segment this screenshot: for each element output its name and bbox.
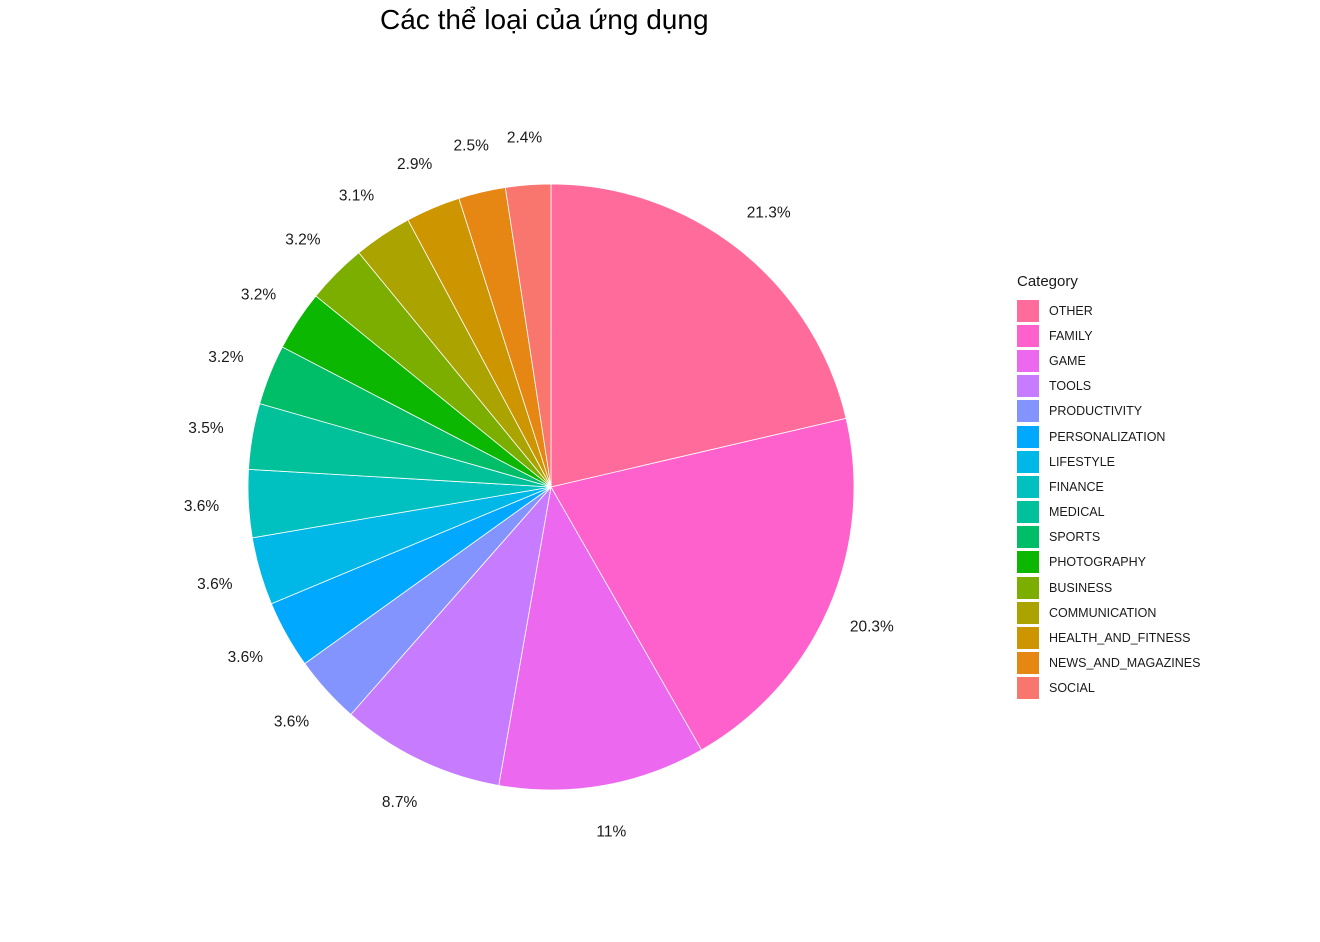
slice-label: 11% (596, 823, 626, 840)
legend-label: FAMILY (1049, 328, 1093, 343)
slice-label: 3.2% (285, 232, 321, 249)
legend-swatch (1017, 475, 1039, 498)
legend-label: PRODUCTIVITY (1049, 404, 1143, 419)
legend-label: PERSONALIZATION (1049, 429, 1166, 444)
legend-swatch (1017, 425, 1039, 448)
legend-item: COMMUNICATION (1017, 600, 1200, 625)
legend-label: BUSINESS (1049, 580, 1113, 595)
legend-swatch (1017, 627, 1039, 650)
slice-label: 20.3% (850, 618, 894, 635)
legend-item: LIFESTYLE (1017, 449, 1200, 474)
legend-item: BUSINESS (1017, 575, 1200, 600)
legend-swatch (1017, 501, 1039, 524)
slice-label: 3.6% (274, 713, 310, 730)
legend-label: PHOTOGRAPHY (1049, 555, 1147, 570)
legend-item: PERSONALIZATION (1017, 424, 1200, 449)
legend-label: TOOLS (1049, 379, 1092, 394)
legend-label: LIFESTYLE (1049, 454, 1115, 469)
pie-slice-game (498, 485, 703, 791)
legend-label: SPORTS (1049, 530, 1101, 545)
slice-label: 3.6% (228, 649, 264, 666)
pie-slice-tools (350, 485, 552, 786)
legend-label: OTHER (1049, 303, 1093, 318)
legend-swatch (1017, 349, 1039, 372)
legend-item: SPORTS (1017, 525, 1200, 550)
legend: Category OTHER FAMILY GAME TOOLS PRODUCTIVIT… (1017, 273, 1200, 701)
legend-swatch (1017, 551, 1039, 574)
legend-item: TOOLS (1017, 374, 1200, 399)
legend-label: SOCIAL (1049, 681, 1095, 696)
legend-item: OTHER (1017, 298, 1200, 323)
legend-item: MEDICAL (1017, 500, 1200, 525)
slice-label: 3.2% (241, 286, 277, 303)
legend-item: SOCIAL (1017, 676, 1200, 701)
legend-label: GAME (1049, 353, 1086, 368)
slice-label: 3.6% (184, 498, 220, 515)
pie-slice-other (550, 183, 847, 488)
legend-swatch (1017, 576, 1039, 599)
slice-label: 8.7% (382, 794, 418, 811)
legend-swatch (1017, 299, 1039, 322)
legend-label: HEALTH_AND_FITNESS (1049, 631, 1191, 646)
slice-label: 3.2% (208, 349, 244, 366)
slice-label: 3.6% (197, 576, 233, 593)
legend-item: FAMILY (1017, 323, 1200, 348)
legend-label: FINANCE (1049, 479, 1104, 494)
slice-label: 21.3% (747, 204, 791, 221)
legend-swatch (1017, 450, 1039, 473)
legend-item: NEWS_AND_MAGAZINES (1017, 651, 1200, 676)
legend-item: PHOTOGRAPHY (1017, 550, 1200, 575)
legend-label: MEDICAL (1049, 505, 1105, 520)
legend-swatch (1017, 400, 1039, 423)
slice-label: 3.5% (188, 420, 224, 437)
legend-item: HEALTH_AND_FITNESS (1017, 625, 1200, 650)
pie-slice-social (504, 183, 552, 488)
slice-label: 2.9% (397, 156, 433, 173)
legend-label: COMMUNICATION (1049, 605, 1157, 620)
slice-label: 2.4% (507, 130, 543, 147)
legend-label: NEWS_AND_MAGAZINES (1049, 656, 1201, 671)
legend-swatch (1017, 375, 1039, 398)
chart-title: Các thể loại của ứng dụng (380, 4, 709, 35)
slice-label: 3.1% (339, 188, 375, 205)
legend-swatch (1017, 677, 1039, 700)
pie-slice-family (550, 417, 855, 751)
legend-item: GAME (1017, 348, 1200, 373)
slice-label: 2.5% (454, 138, 490, 155)
legend-swatch (1017, 601, 1039, 624)
legend-swatch (1017, 526, 1039, 549)
legend-swatch (1017, 652, 1039, 675)
legend-item: PRODUCTIVITY (1017, 399, 1200, 424)
legend-item: FINANCE (1017, 474, 1200, 499)
legend-title: Category (1017, 273, 1078, 290)
legend-swatch (1017, 324, 1039, 347)
